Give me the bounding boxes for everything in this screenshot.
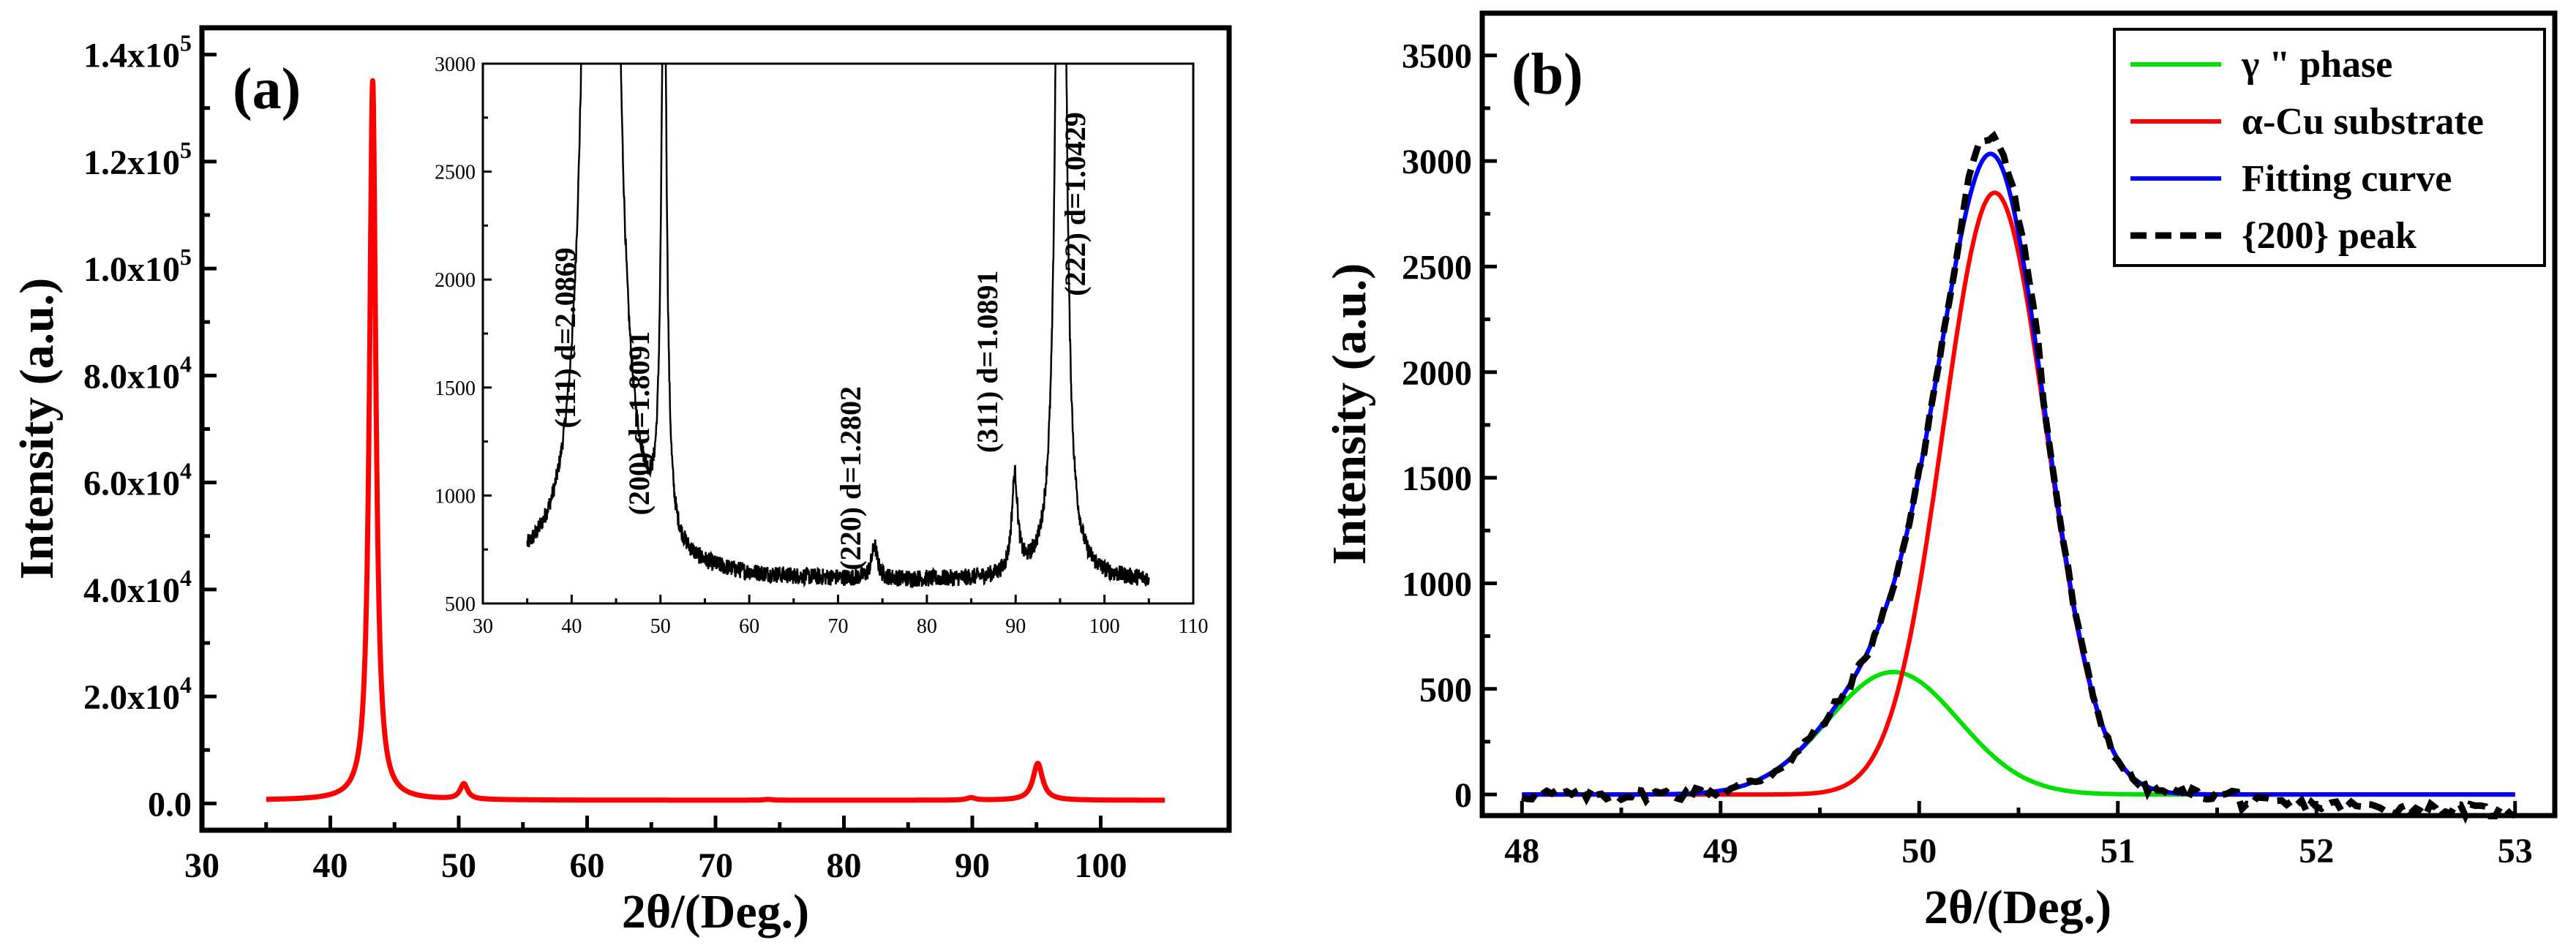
chart-a-y-tick-label: 1.2x105 (83, 137, 192, 182)
chart-a-inset-x-tick-label: 60 (739, 615, 759, 638)
chart-a-y-tick-label: 4.0x104 (83, 565, 192, 610)
chart-a-inset-x-tick-label: 50 (650, 615, 671, 638)
chart-a-inset-x-tick-label: 40 (561, 615, 582, 638)
chart-b-legend-label: α-Cu substrate (2242, 101, 2484, 143)
chart-a-inset-x-tick-label: 70 (828, 615, 849, 638)
chart-b-x-tick-label: 48 (1504, 832, 1539, 870)
chart-b-y-tick-label: 2000 (1402, 354, 1472, 393)
chart-a-inset-series-line (526, 64, 1150, 589)
chart-b-series-alpha-cu (1522, 190, 2515, 797)
chart-b-y-tick-label: 3500 (1402, 37, 1472, 76)
chart-b-x-tick-label: 49 (1703, 832, 1738, 870)
chart-a-inset-x-tick-label: 80 (917, 615, 937, 638)
chart-a-y-tick-label: 2.0x104 (83, 672, 192, 717)
chart-b-x-tick-label: 51 (2100, 832, 2136, 870)
chart-a-x-axis-label: 2θ/(Deg.) (622, 885, 809, 938)
chart-b-series-gamma-phase (1522, 669, 2515, 797)
chart-a-x-tick-label: 90 (955, 846, 990, 885)
chart-b-y-tick-label: 0 (1454, 776, 1472, 815)
chart-a-x-tick-label: 100 (1075, 846, 1127, 885)
chart-b-x-tick-label: 50 (1901, 832, 1937, 870)
chart-a-inset-peak-label: (222) d=1.0429 (1059, 112, 1092, 296)
chart-panel-b: (b) 2θ/(Deg.) Intensity (a.u.) 48 49 50 51 5… (1323, 10, 2558, 934)
chart-a-y-tick-label: 6.0x104 (83, 458, 192, 503)
chart-b-y-tick-label: 3000 (1402, 143, 1472, 181)
chart-b-legend-label: Fitting curve (2242, 158, 2452, 200)
chart-b-y-tick-label: 1500 (1402, 459, 1472, 498)
chart-a-inset: 30 40 50 60 70 80 90 100 110 500 1000 1500 2000 2500… (435, 53, 1209, 638)
chart-a-inset-frame (481, 62, 1195, 605)
chart-a-inset-peak-label: (111) d=2.0869 (549, 247, 582, 428)
chart-a-y-tick-label: 0.0 (148, 785, 192, 824)
chart-a-x-tick-label: 60 (570, 846, 605, 885)
chart-a-x-tick-label: 40 (313, 846, 348, 885)
chart-b-legend: γ " phase α-Cu substrate Fitting curve {200… (2113, 28, 2546, 267)
chart-b-plot-frame (1479, 10, 2558, 819)
chart-b-y-tick-label: 500 (1419, 671, 1472, 710)
chart-b-panel-label: (b) (1512, 42, 1583, 107)
chart-a-x-tick-label: 50 (441, 846, 476, 885)
chart-b-y-axis-label: Intensity (a.u.) (1323, 263, 1376, 565)
chart-a-inset-y-tick-label: 2500 (435, 162, 476, 184)
chart-b-legend-frame (2113, 28, 2546, 267)
chart-a-inset-y-tick-label: 2000 (435, 269, 476, 292)
chart-a-y-tick-label: 1.0x105 (83, 244, 192, 289)
chart-b-y-tick-label: 2500 (1402, 248, 1472, 287)
chart-a-y-tick-label: 1.4x105 (83, 30, 192, 75)
chart-b-series-200-peak (1520, 130, 2517, 824)
chart-a-plot-frame (199, 25, 1232, 833)
chart-a-y-axis-label: Intensity (a.u.) (10, 278, 64, 580)
chart-panel-a: (a) 2θ/(Deg.) Intensity (a.u.) 30 40 50 60 7… (10, 25, 1232, 938)
chart-a-inset-peak-label: (200) d=1.8091 (623, 331, 656, 516)
chart-a-panel-label: (a) (233, 57, 301, 121)
chart-a-x-tick-label: 30 (184, 846, 219, 885)
chart-a-y-tick-label: 8.0x104 (83, 350, 192, 396)
chart-b-y-tick-label: 1000 (1402, 565, 1472, 603)
chart-a-inset-peak-label: (311) d=1.0891 (971, 271, 1004, 453)
chart-a-inset-y-tick-label: 1000 (435, 485, 476, 508)
chart-a-inset-y-tick-label: 1500 (435, 377, 476, 400)
chart-b-x-axis-label: 2θ/(Deg.) (1924, 881, 2111, 934)
chart-a-inset-x-tick-label: 90 (1005, 615, 1026, 638)
chart-a-inset-x-tick-label: 110 (1179, 615, 1209, 638)
chart-b-x-tick-label: 52 (2299, 832, 2334, 870)
chart-a-inset-peak-label: (220) d=1.2802 (834, 386, 867, 571)
chart-a-inset-y-tick-label: 500 (445, 593, 476, 616)
chart-a-x-tick-label: 70 (698, 846, 733, 885)
chart-a-inset-x-tick-label: 30 (473, 615, 493, 638)
chart-a-inset-x-tick-label: 100 (1089, 615, 1120, 638)
chart-a-x-tick-label: 80 (827, 846, 862, 885)
chart-a-series-line (263, 78, 1168, 803)
chart-a-inset-y-tick-label: 3000 (435, 53, 476, 76)
chart-b-legend-label: {200} peak (2242, 215, 2417, 257)
chart-b-legend-label: γ " phase (2241, 44, 2392, 86)
chart-b-x-tick-label: 53 (2498, 832, 2533, 870)
